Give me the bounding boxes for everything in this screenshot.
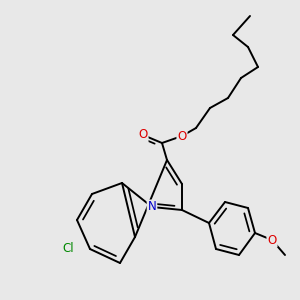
Text: O: O <box>267 233 277 247</box>
Text: O: O <box>138 128 148 142</box>
Text: Cl: Cl <box>62 242 74 256</box>
Text: O: O <box>177 130 187 142</box>
Text: N: N <box>148 200 156 214</box>
